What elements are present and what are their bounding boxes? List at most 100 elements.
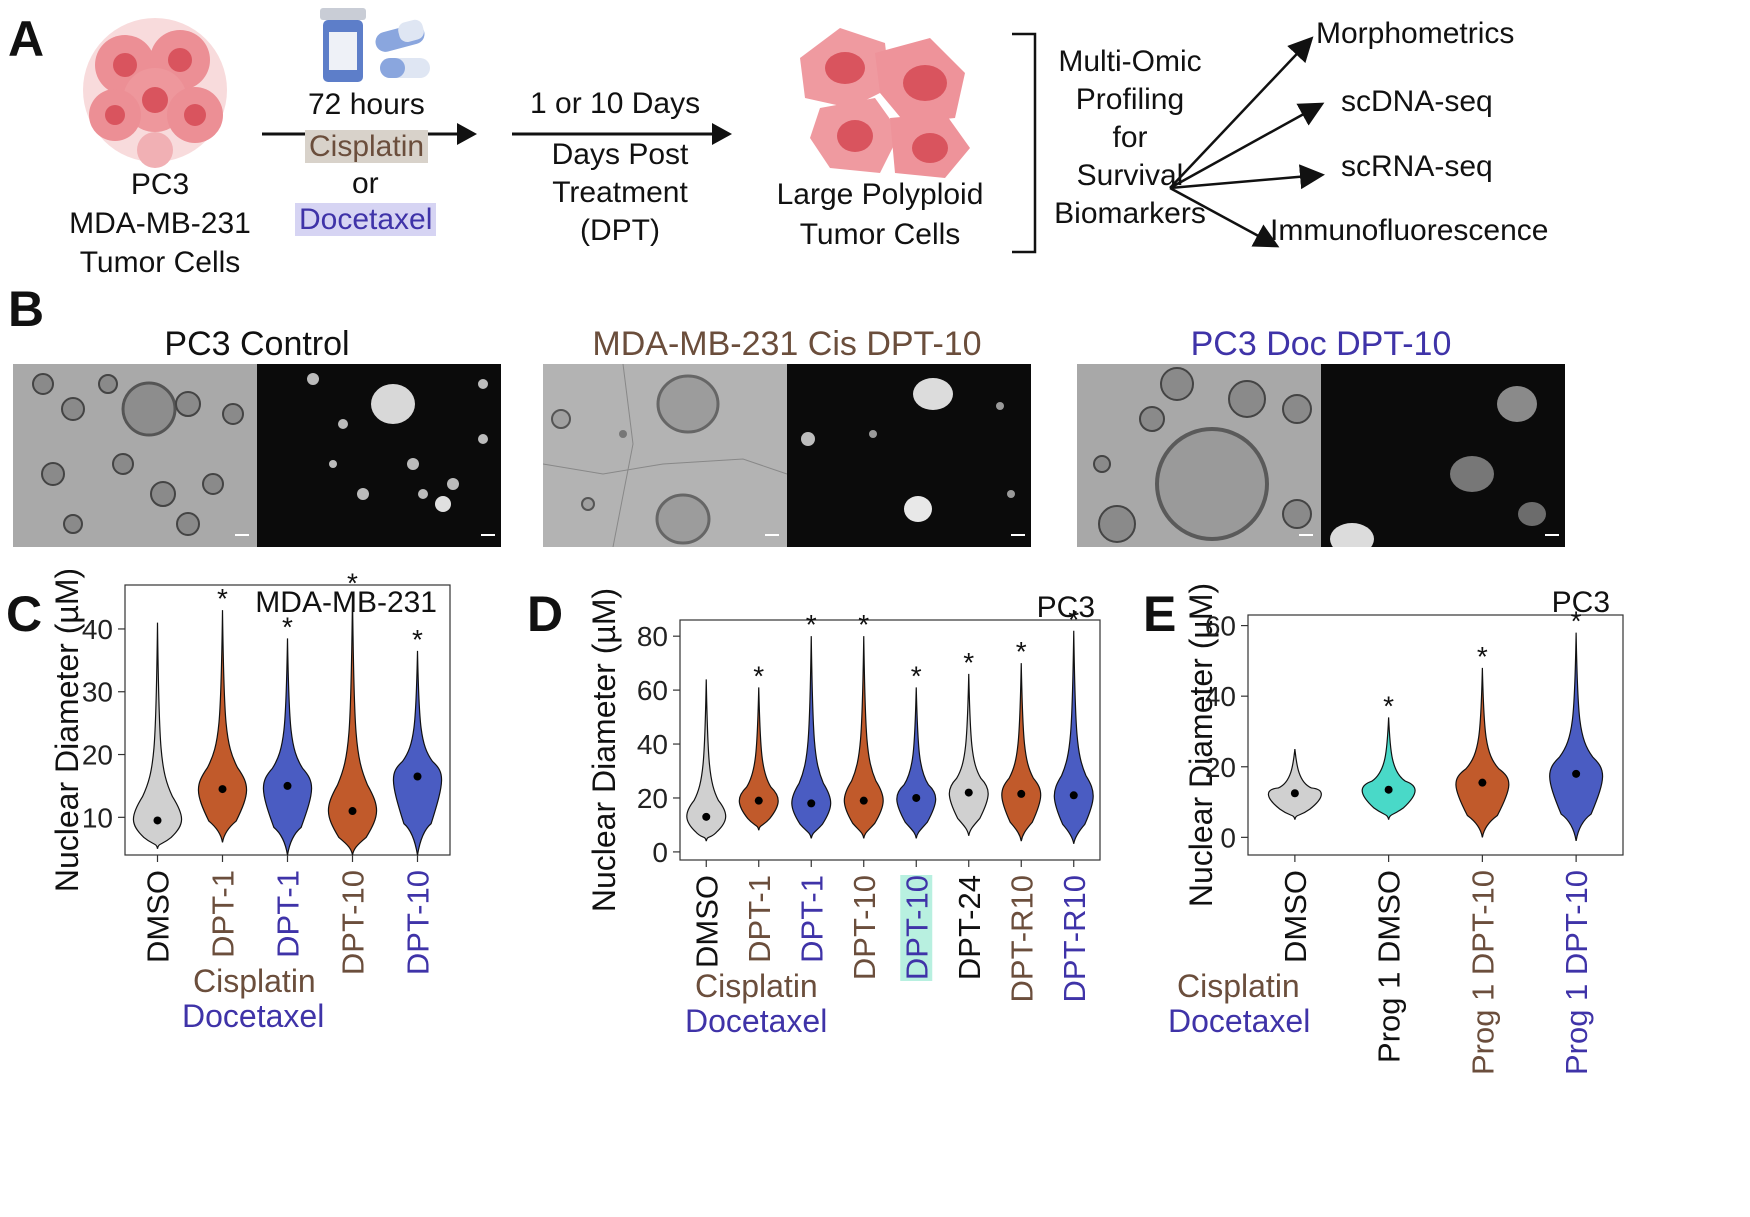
chart-title: MDA-MB-231 — [255, 586, 437, 619]
median-dot-5 — [964, 788, 973, 797]
y-axis-label: Nuclear Diameter (µM) — [49, 570, 85, 892]
significance-2: * — [1477, 641, 1488, 672]
significance-5: * — [963, 647, 974, 678]
violin-6 — [1001, 663, 1042, 842]
violin-5 — [948, 673, 989, 836]
median-dot-6 — [1017, 789, 1026, 798]
median-dot-2 — [283, 781, 292, 790]
violin-0 — [1267, 749, 1322, 820]
chart-e-violin: PC3 Nuclear Diameter (µM) 0 20 40 60 DMSO * Prog… — [1183, 583, 1624, 1075]
significance-1: * — [753, 660, 764, 691]
treatment-time: 72 hours — [308, 88, 425, 121]
outcome-line-1: Large Polyploid — [776, 178, 984, 211]
or-label: or — [352, 167, 379, 200]
dpt-line-3: (DPT) — [580, 214, 660, 247]
violin-1 — [197, 610, 248, 843]
profiling-line-4: Survival — [1076, 159, 1184, 192]
micrograph-pc3-control — [13, 364, 501, 547]
y-axis-label: Nuclear Diameter (µM) — [1183, 583, 1219, 907]
significance-6: * — [1016, 636, 1027, 667]
median-dot-1 — [1384, 785, 1393, 794]
y-tick-label: 40 — [82, 614, 113, 645]
output-arrows — [1169, 36, 1325, 248]
significance-3: * — [347, 570, 358, 598]
chart-d-violin: PC3 Nuclear Diameter (µM) 0 20 40 60 80 DMSO * DP… — [586, 588, 1101, 1002]
significance-4: * — [911, 660, 922, 691]
median-dot-7 — [1069, 791, 1078, 800]
violin-2 — [1455, 667, 1510, 838]
legend-d-cisplatin: Cisplatin — [695, 968, 818, 1004]
panel-letter-a: A — [8, 11, 45, 67]
y-tick-label: 0 — [1220, 822, 1236, 853]
profiling-label: Multi-Omic Profiling for Survival Biomar… — [1030, 43, 1230, 233]
y-tick-label: 10 — [82, 802, 113, 833]
cell-line-mda: MDA-MB-231 — [69, 207, 251, 240]
median-dot-2 — [1478, 778, 1487, 787]
median-dot-0 — [153, 816, 162, 825]
y-tick-label: 20 — [637, 783, 668, 814]
violin-4 — [896, 687, 937, 839]
panel-letter-c: C — [6, 586, 43, 642]
median-dot-4 — [912, 793, 921, 802]
output-scrna: scRNA-seq — [1341, 150, 1493, 183]
bracket — [1012, 32, 1037, 254]
micrograph-pc3-doc — [1077, 364, 1565, 547]
y-tick-label: 0 — [652, 837, 668, 868]
y-axis-label: Nuclear Diameter (µM) — [586, 588, 622, 912]
drug-docetaxel: Docetaxel — [295, 203, 437, 237]
x-label-4: DPT-10 — [401, 870, 436, 975]
y-tick-label: 30 — [82, 677, 113, 708]
x-label-5: DPT-24 — [952, 875, 987, 980]
significance-3: * — [1571, 606, 1582, 637]
legend-c-docetaxel: Docetaxel — [182, 998, 325, 1034]
median-dot-3 — [348, 807, 357, 816]
plot-frame — [679, 619, 1101, 861]
violin-0 — [132, 622, 183, 849]
y-tick-label: 60 — [637, 675, 668, 706]
profiling-line-3: for — [1112, 121, 1148, 154]
significance-2: * — [282, 611, 293, 642]
micro-title-mda-cis: MDA-MB-231 Cis DPT-10 — [592, 325, 982, 363]
legend-e-cisplatin: Cisplatin — [1177, 968, 1300, 1004]
median-dot-3 — [859, 796, 868, 805]
median-dot-0 — [1290, 789, 1299, 798]
x-label-2: Prog 1 DPT-10 — [1465, 870, 1500, 1075]
drug-cisplatin: Cisplatin — [305, 130, 429, 164]
violin-4 — [392, 650, 443, 856]
chart-title: PC3 — [1552, 586, 1610, 619]
x-label-highlight — [900, 875, 933, 981]
median-dot-0 — [702, 812, 711, 821]
x-label-0: DMSO — [141, 870, 176, 963]
x-label-3: DPT-10 — [847, 875, 882, 980]
x-label-1: DPT-1 — [206, 870, 241, 958]
x-label-1: DPT-1 — [742, 875, 777, 963]
x-label-0: DMSO — [689, 875, 724, 968]
output-scdna: scDNA-seq — [1341, 85, 1493, 118]
days-label: 1 or 10 Days — [530, 87, 701, 120]
panel-letter-b: B — [8, 281, 45, 337]
profiling-line-1: Multi-Omic — [1058, 45, 1202, 78]
x-label-3: DPT-10 — [336, 870, 371, 975]
tumor-cell-cluster-illustration — [83, 18, 227, 168]
panel-letter-e: E — [1143, 586, 1177, 642]
violin-3 — [1549, 632, 1604, 841]
panel-letter-d: D — [527, 586, 564, 642]
significance-3: * — [858, 609, 869, 640]
median-dot-3 — [1572, 769, 1581, 778]
y-tick-label: 60 — [1205, 611, 1236, 642]
y-tick-label: 40 — [1205, 681, 1236, 712]
significance-1: * — [1383, 690, 1394, 721]
profiling-line-5: Biomarkers — [1054, 197, 1206, 230]
x-label-2: DPT-1 — [794, 875, 829, 963]
y-tick-label: 80 — [637, 621, 668, 652]
x-label-1: Prog 1 DMSO — [1372, 870, 1407, 1063]
chart-title: PC3 — [1037, 591, 1095, 624]
micro-title-pc3-doc: PC3 Doc DPT-10 — [1190, 325, 1452, 363]
chart-c-violin: MDA-MB-231 Nuclear Diameter (µM)10 20 30 40 D… — [49, 570, 451, 975]
dpt-label: Days Post Treatment (DPT) — [520, 136, 720, 250]
dpt-line-1: Days Post — [551, 138, 689, 171]
violin-2 — [262, 638, 313, 856]
drug-pills-icon — [320, 8, 430, 82]
x-label-3: Prog 1 DPT-10 — [1559, 870, 1594, 1075]
cell-line-tumor-cells: Tumor Cells — [79, 246, 241, 279]
